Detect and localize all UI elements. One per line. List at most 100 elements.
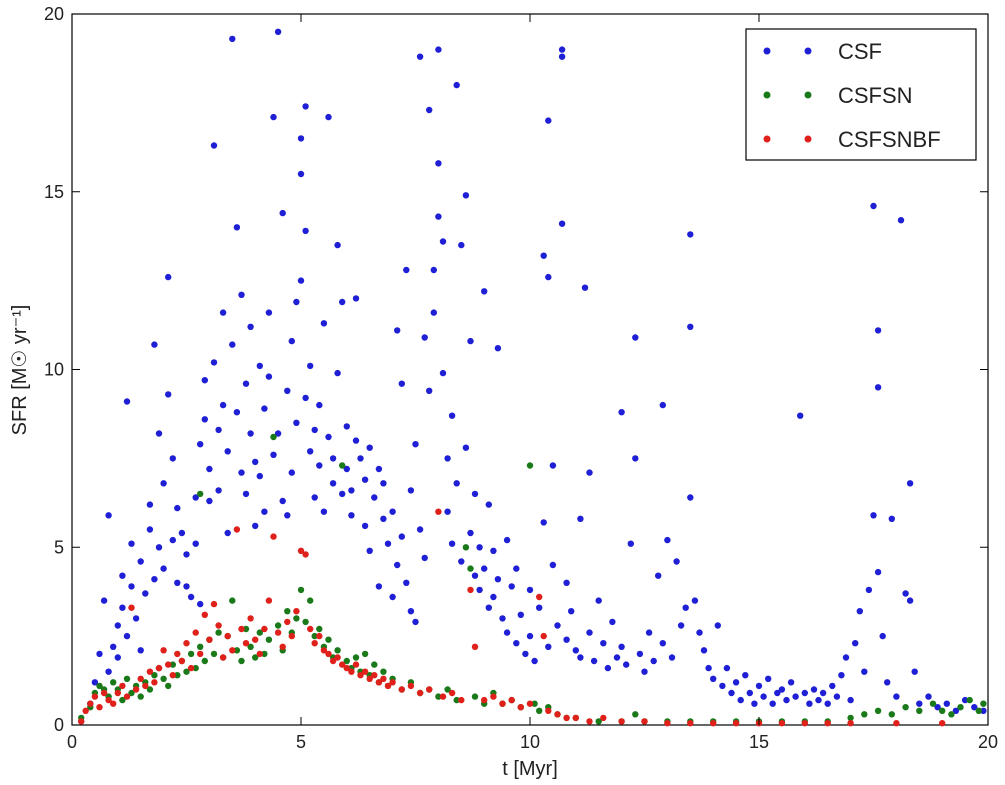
- data-point: [329, 657, 337, 665]
- data-point: [146, 501, 154, 508]
- data-point: [467, 586, 474, 594]
- data-point: [485, 501, 492, 508]
- data-point: [334, 369, 341, 377]
- data-point: [710, 720, 717, 727]
- data-point: [307, 362, 314, 370]
- data-point: [874, 384, 882, 391]
- data-point: [265, 309, 273, 316]
- data-point: [366, 675, 373, 682]
- data-point: [137, 647, 144, 654]
- data-point: [288, 337, 295, 345]
- data-point: [192, 629, 199, 636]
- data-point: [165, 661, 172, 668]
- data-point: [545, 117, 552, 124]
- data-point: [252, 458, 259, 466]
- data-point: [526, 632, 534, 640]
- data-point: [765, 675, 772, 682]
- data-point: [261, 625, 268, 633]
- data-point: [265, 373, 273, 380]
- data-point: [123, 398, 131, 405]
- data-point: [302, 103, 309, 110]
- data-point: [623, 661, 630, 668]
- data-point: [270, 533, 277, 540]
- data-point: [888, 515, 895, 522]
- data-point: [201, 416, 208, 423]
- data-point: [650, 657, 657, 665]
- data-point: [412, 441, 419, 448]
- data-point: [847, 696, 854, 704]
- data-point: [155, 664, 163, 672]
- x-tick-label: 5: [296, 732, 306, 752]
- data-point: [252, 522, 259, 530]
- data-point: [192, 494, 199, 501]
- data-point: [847, 720, 854, 727]
- data-point: [961, 696, 969, 704]
- data-point: [536, 707, 543, 714]
- data-point: [458, 558, 465, 565]
- data-point: [329, 480, 337, 487]
- data-point: [943, 700, 950, 707]
- data-point: [219, 309, 227, 316]
- data-point: [128, 583, 135, 590]
- data-point: [536, 593, 543, 601]
- data-point: [256, 472, 263, 480]
- data-point: [966, 696, 973, 704]
- data-point: [929, 700, 937, 707]
- data-point: [563, 714, 570, 722]
- data-point: [187, 593, 195, 601]
- data-point: [233, 409, 241, 416]
- data-point: [508, 583, 515, 590]
- data-point: [174, 650, 181, 658]
- data-point: [210, 142, 218, 149]
- data-point: [618, 409, 625, 416]
- data-point: [265, 636, 273, 643]
- data-point: [293, 608, 300, 615]
- legend-marker: [763, 91, 771, 99]
- data-point: [238, 291, 245, 298]
- data-point: [229, 35, 236, 43]
- data-point: [824, 720, 831, 727]
- data-point: [600, 714, 607, 722]
- data-point: [494, 576, 502, 583]
- data-point: [389, 508, 396, 515]
- data-point: [673, 558, 680, 565]
- data-point: [435, 693, 442, 700]
- data-point: [187, 664, 195, 672]
- data-point: [952, 707, 960, 714]
- data-point: [874, 568, 882, 576]
- data-point: [444, 686, 451, 693]
- data-point: [233, 224, 241, 231]
- data-point: [238, 657, 245, 665]
- data-point: [293, 419, 300, 426]
- data-point: [719, 682, 726, 690]
- data-point: [558, 220, 566, 227]
- series-csf: [78, 28, 987, 725]
- data-point: [471, 572, 479, 579]
- data-point: [627, 540, 634, 547]
- data-point: [169, 661, 176, 668]
- data-point: [600, 640, 607, 647]
- data-point: [916, 707, 923, 714]
- y-tick-label: 10: [44, 360, 64, 380]
- data-point: [792, 693, 799, 700]
- data-point: [632, 334, 639, 341]
- data-point: [270, 433, 277, 441]
- data-point: [732, 679, 740, 686]
- data-point: [174, 504, 181, 512]
- data-point: [261, 508, 268, 515]
- data-point: [416, 526, 424, 533]
- data-point: [219, 401, 227, 409]
- data-point: [586, 469, 593, 476]
- data-point: [471, 490, 479, 498]
- data-point: [160, 480, 167, 487]
- data-point: [687, 323, 694, 330]
- data-point: [632, 455, 639, 462]
- data-point: [123, 693, 131, 700]
- data-point: [210, 600, 218, 608]
- data-point: [247, 615, 254, 622]
- data-point: [499, 700, 506, 707]
- data-point: [284, 618, 291, 626]
- data-point: [426, 106, 433, 114]
- data-point: [421, 554, 428, 562]
- data-point: [778, 686, 786, 693]
